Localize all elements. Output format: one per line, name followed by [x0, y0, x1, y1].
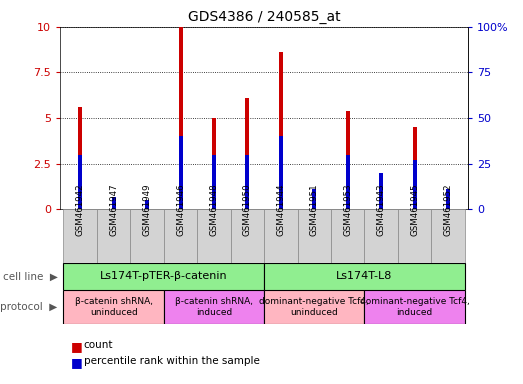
Bar: [379, 173, 383, 209]
Text: GSM461942: GSM461942: [76, 184, 85, 236]
Text: GSM461949: GSM461949: [143, 184, 152, 236]
Text: ■: ■: [71, 340, 82, 353]
Bar: [331, 209, 365, 263]
Bar: [245, 98, 249, 209]
Bar: [413, 127, 417, 209]
Bar: [97, 209, 130, 263]
Bar: [145, 200, 149, 209]
Text: β-catenin shRNA,
induced: β-catenin shRNA, induced: [175, 298, 253, 317]
Text: GSM461946: GSM461946: [176, 184, 185, 236]
Bar: [78, 107, 82, 209]
Bar: [178, 27, 183, 209]
Bar: [63, 209, 97, 263]
Text: count: count: [84, 340, 113, 350]
Text: ■: ■: [71, 356, 82, 369]
Text: GSM461948: GSM461948: [209, 184, 219, 236]
Bar: [63, 263, 264, 290]
Text: GSM461951: GSM461951: [310, 184, 319, 236]
Bar: [365, 209, 398, 263]
Bar: [446, 189, 450, 209]
Title: GDS4386 / 240585_at: GDS4386 / 240585_at: [188, 10, 340, 25]
Bar: [63, 290, 164, 324]
Bar: [145, 200, 149, 209]
Bar: [164, 290, 264, 324]
Bar: [212, 118, 216, 209]
Bar: [212, 155, 216, 209]
Text: percentile rank within the sample: percentile rank within the sample: [84, 356, 259, 366]
Bar: [365, 290, 465, 324]
Bar: [346, 155, 350, 209]
Text: GSM461945: GSM461945: [410, 184, 419, 236]
Bar: [264, 290, 365, 324]
Bar: [379, 173, 383, 209]
Text: GSM461943: GSM461943: [377, 184, 385, 236]
Bar: [346, 111, 350, 209]
Bar: [298, 209, 331, 263]
Bar: [279, 136, 283, 209]
Bar: [264, 209, 298, 263]
Bar: [178, 136, 183, 209]
Bar: [111, 197, 116, 209]
Bar: [164, 209, 197, 263]
Bar: [398, 209, 431, 263]
Bar: [431, 209, 465, 263]
Text: GSM461953: GSM461953: [343, 184, 352, 236]
Bar: [312, 189, 316, 209]
Bar: [111, 204, 116, 209]
Text: protocol  ▶: protocol ▶: [1, 302, 58, 312]
Text: dominant-negative Tcf4,
uninduced: dominant-negative Tcf4, uninduced: [259, 298, 369, 317]
Text: β-catenin shRNA,
uninduced: β-catenin shRNA, uninduced: [75, 298, 153, 317]
Text: GSM461944: GSM461944: [276, 184, 286, 236]
Bar: [264, 263, 465, 290]
Text: GSM461952: GSM461952: [444, 184, 452, 236]
Bar: [413, 160, 417, 209]
Text: cell line  ▶: cell line ▶: [3, 271, 58, 281]
Bar: [197, 209, 231, 263]
Text: dominant-negative Tcf4,
induced: dominant-negative Tcf4, induced: [360, 298, 470, 317]
Text: GSM461950: GSM461950: [243, 184, 252, 236]
Text: Ls174T-pTER-β-catenin: Ls174T-pTER-β-catenin: [100, 271, 228, 281]
Bar: [78, 155, 82, 209]
Bar: [312, 189, 316, 209]
Bar: [231, 209, 264, 263]
Bar: [446, 189, 450, 209]
Bar: [130, 209, 164, 263]
Bar: [279, 53, 283, 209]
Text: Ls174T-L8: Ls174T-L8: [336, 271, 393, 281]
Text: GSM461947: GSM461947: [109, 184, 118, 236]
Bar: [245, 155, 249, 209]
